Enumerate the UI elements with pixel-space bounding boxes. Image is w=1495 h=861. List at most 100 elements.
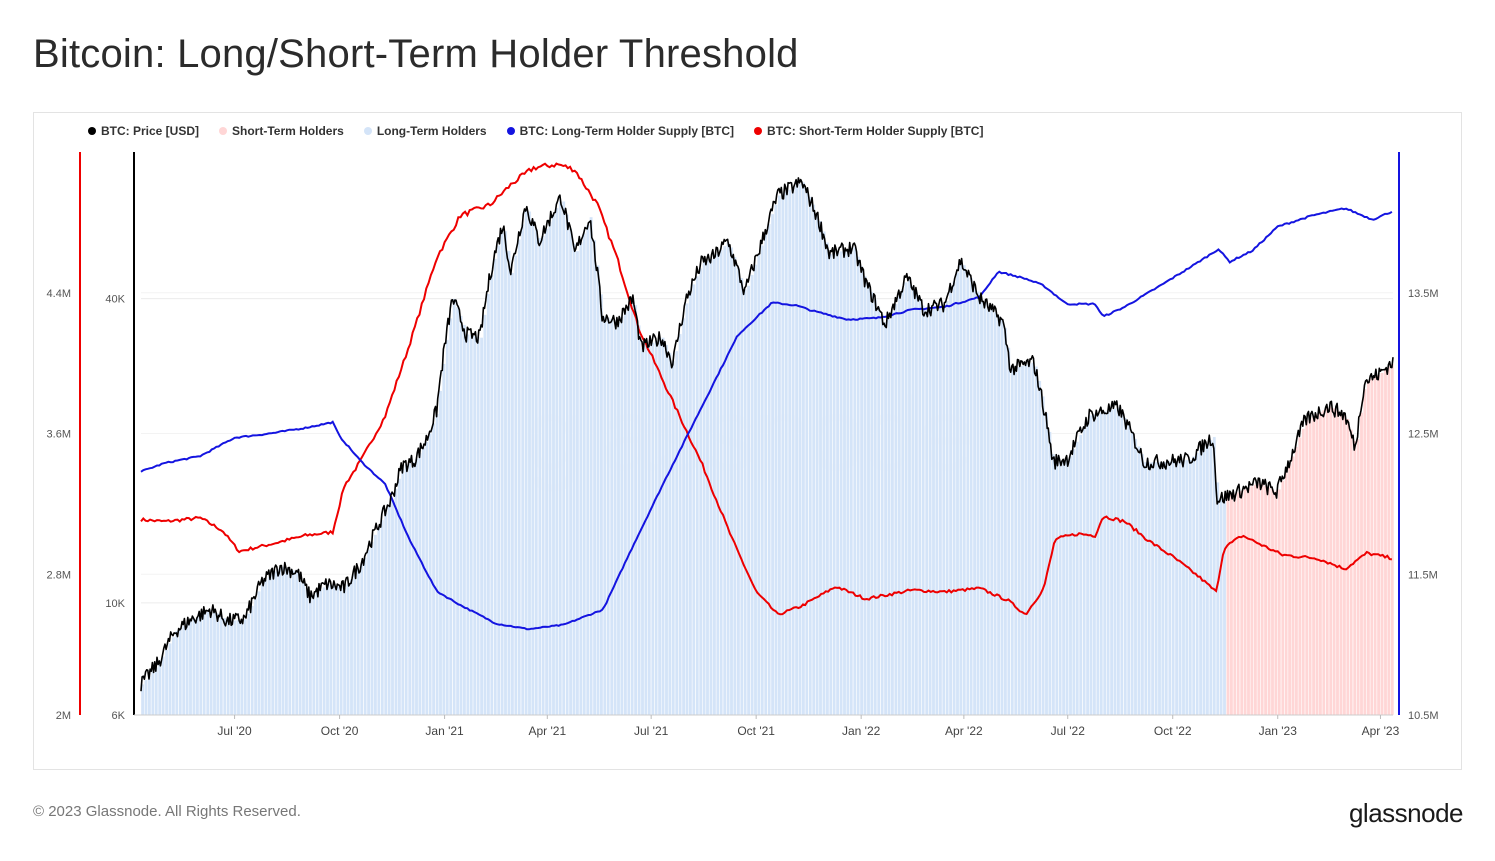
short-term-holder-bar [1328,406,1333,716]
long-term-holder-bar [370,541,374,716]
x-tick-label-7: Apr '22 [945,724,983,738]
long-term-holder-bar [630,301,634,716]
legend-dot-lth-supply [506,127,515,135]
long-term-holder-bar [1044,412,1049,716]
long-term-holder-bar [1191,456,1196,716]
long-term-holder-bar [418,452,422,716]
long-term-holder-bar [1130,431,1134,716]
long-term-holder-bar [1000,319,1004,716]
long-term-holder-bar [377,527,381,716]
legend-item-price[interactable]: BTC: Price [USD] [88,124,199,138]
long-term-holder-bar [157,662,162,716]
short-term-holder-bar [1260,483,1264,716]
short-term-holder-bar [1226,496,1230,716]
long-term-holder-bar [202,613,206,716]
short-term-holder-bar [1380,372,1384,716]
long-term-holder-bar [260,584,265,716]
long-term-holder-bar [592,239,597,716]
long-term-holder-bar [637,325,641,716]
long-term-holder-bar [342,587,347,716]
long-term-holder-bar [623,311,628,716]
long-term-holder-bar [794,185,799,716]
long-term-holder-bar [671,360,676,716]
long-term-holder-bar [288,569,292,716]
short-term-holder-bar [1287,463,1292,716]
short-term-holder-bar [1243,489,1247,716]
long-term-holder-bar [986,305,991,716]
long-term-holder-bar [989,308,994,716]
long-term-holder-bar [1037,380,1042,716]
legend-item-lth[interactable]: Long-Term Holders [363,124,487,138]
short-term-holder-bar [1376,374,1381,716]
x-tick-label-3: Apr '21 [528,724,566,738]
long-term-holder-bar [681,317,686,716]
long-term-holder-bar [199,615,203,716]
long-term-holder-bar [644,345,648,716]
long-term-holder-bar [599,293,604,716]
long-term-holder-bar [993,312,997,716]
long-term-holder-bar [308,593,313,716]
long-term-holder-bar [1017,366,1021,716]
short-term-holder-bar [1257,482,1261,716]
long-term-holder-bar [808,196,813,716]
long-term-holder-bar [226,620,230,716]
short-term-holder-bar [1342,413,1347,716]
long-term-holder-bar [253,598,258,716]
legend-item-lth-supply[interactable]: BTC: Long-Term Holder Supply [BTC] [506,124,734,138]
short-term-holder-bar [1315,413,1319,716]
long-term-holder-bar [346,584,350,716]
long-term-holder-bar [1205,443,1210,716]
short-term-holder-bar [1352,440,1357,716]
long-term-holder-bar [329,584,333,716]
long-term-holder-bar [442,363,446,716]
long-term-holder-bar [579,241,583,716]
long-term-holder-bar [366,549,371,716]
long-term-holder-bar [887,319,891,716]
long-term-holder-bar [582,233,587,716]
long-term-holder-bar [1150,461,1155,716]
long-term-holder-bar [1168,461,1172,716]
long-term-holder-bar [298,574,302,716]
long-term-holder-bar [781,193,785,716]
short-term-holder-bar [1387,366,1391,716]
short-term-holder-bar [1233,493,1237,716]
long-term-holder-bar [1174,460,1179,716]
long-term-holder-bar [722,245,727,716]
long-term-holder-bar [918,298,922,716]
long-term-holder-bar [380,519,385,716]
long-term-holder-bar [164,649,169,716]
legend-item-sth-supply[interactable]: BTC: Short-Term Holder Supply [BTC] [754,124,983,138]
long-term-holder-bar [853,247,857,716]
long-term-holder-bar [674,350,679,716]
long-term-holder-bar [897,296,902,716]
long-term-holder-bar [894,303,898,716]
long-term-holder-bar [205,611,210,716]
long-term-holder-bar [322,587,326,716]
long-term-holder-bar [531,219,535,716]
short-term-holder-bar [1250,485,1254,716]
legend-dot-lth [363,127,372,135]
long-term-holder-bar [462,324,467,716]
long-term-holder-bar [243,618,248,716]
short-term-holder-bar [1311,415,1316,716]
legend-item-sth[interactable]: Short-Term Holders [219,124,344,138]
short-term-holder-bar [1349,429,1353,716]
legend-dot-sth [219,127,228,135]
long-term-holder-bar [750,274,754,716]
long-term-holder-bar [959,263,963,716]
long-term-holder-bar [1215,482,1220,716]
chart-legend: BTC: Price [USD] Short-Term Holders Long… [88,124,1003,138]
long-term-holder-bar [472,335,477,716]
long-term-holder-bar [911,285,915,716]
long-term-holder-bar [904,282,908,716]
long-term-holder-bar [510,272,515,716]
long-term-holder-bar [585,224,590,716]
lth-tick-label-2: 12.5M [1408,429,1439,441]
long-term-holder-bar [815,212,819,716]
long-term-holder-bar [787,189,792,716]
long-term-holder-bar [685,303,689,716]
long-term-holder-bar [445,339,450,716]
x-tick-label-5: Oct '21 [737,724,775,738]
lth-tick-label-3: 13.5M [1408,288,1439,300]
long-term-holder-bar [640,347,645,716]
